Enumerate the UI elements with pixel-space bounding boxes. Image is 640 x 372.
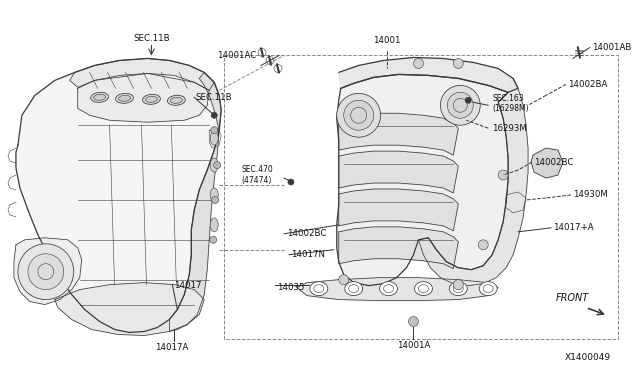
Circle shape [214, 161, 221, 169]
Circle shape [212, 196, 219, 203]
Ellipse shape [415, 282, 433, 296]
Polygon shape [337, 74, 508, 286]
Ellipse shape [210, 131, 218, 145]
Text: SEC.11B: SEC.11B [133, 34, 170, 43]
Polygon shape [339, 151, 458, 193]
Text: 14002BC: 14002BC [534, 158, 573, 167]
Text: 14930M: 14930M [573, 190, 608, 199]
Polygon shape [339, 227, 458, 269]
Circle shape [339, 275, 349, 285]
Circle shape [453, 280, 463, 290]
Text: 14017A: 14017A [155, 343, 188, 352]
Text: 14002BC: 14002BC [287, 229, 326, 238]
Circle shape [211, 112, 217, 118]
Circle shape [211, 127, 218, 134]
Text: X1400049: X1400049 [564, 353, 611, 362]
Polygon shape [531, 148, 563, 178]
Ellipse shape [168, 95, 186, 105]
Ellipse shape [310, 282, 328, 296]
Ellipse shape [479, 282, 497, 296]
Circle shape [498, 170, 508, 180]
Ellipse shape [116, 93, 134, 103]
Text: SEC.11B: SEC.11B [195, 93, 232, 102]
Circle shape [28, 254, 64, 290]
Ellipse shape [145, 96, 157, 102]
Circle shape [440, 85, 480, 125]
Polygon shape [339, 113, 458, 155]
Circle shape [465, 97, 471, 103]
Polygon shape [14, 238, 82, 305]
Circle shape [18, 244, 74, 299]
Text: SEC.163
(16298M): SEC.163 (16298M) [492, 94, 529, 113]
Circle shape [408, 317, 419, 327]
Ellipse shape [210, 158, 218, 172]
Polygon shape [339, 189, 458, 231]
Ellipse shape [143, 94, 161, 104]
Circle shape [453, 58, 463, 68]
Ellipse shape [91, 92, 109, 102]
Polygon shape [16, 58, 221, 333]
Ellipse shape [449, 282, 467, 296]
Text: 14001A: 14001A [397, 341, 430, 350]
Text: 14017+A: 14017+A [553, 223, 593, 232]
Text: 14001: 14001 [373, 36, 401, 45]
Polygon shape [55, 283, 204, 336]
Ellipse shape [93, 94, 106, 100]
Text: 14001AC: 14001AC [217, 51, 257, 60]
Polygon shape [297, 278, 498, 301]
Polygon shape [339, 58, 518, 92]
Text: FRONT: FRONT [556, 293, 589, 302]
Circle shape [210, 236, 217, 243]
Ellipse shape [380, 282, 397, 296]
Text: 14017: 14017 [174, 281, 202, 290]
Text: 14035: 14035 [277, 283, 305, 292]
Text: SEC.470
(47474): SEC.470 (47474) [241, 165, 273, 185]
Circle shape [478, 240, 488, 250]
Text: 14001AB: 14001AB [592, 43, 631, 52]
Text: 14017N: 14017N [291, 250, 325, 259]
Circle shape [447, 92, 473, 118]
Ellipse shape [170, 97, 182, 103]
Circle shape [344, 100, 374, 130]
Ellipse shape [210, 218, 218, 232]
Ellipse shape [118, 95, 131, 101]
Circle shape [413, 58, 424, 68]
Circle shape [337, 93, 381, 137]
Polygon shape [70, 58, 214, 90]
Circle shape [288, 179, 294, 185]
Polygon shape [419, 78, 528, 286]
Text: 16293M: 16293M [492, 124, 527, 133]
Ellipse shape [210, 188, 218, 202]
Ellipse shape [345, 282, 363, 296]
Polygon shape [77, 73, 209, 122]
Polygon shape [170, 73, 221, 331]
Text: 14002BA: 14002BA [568, 80, 607, 89]
